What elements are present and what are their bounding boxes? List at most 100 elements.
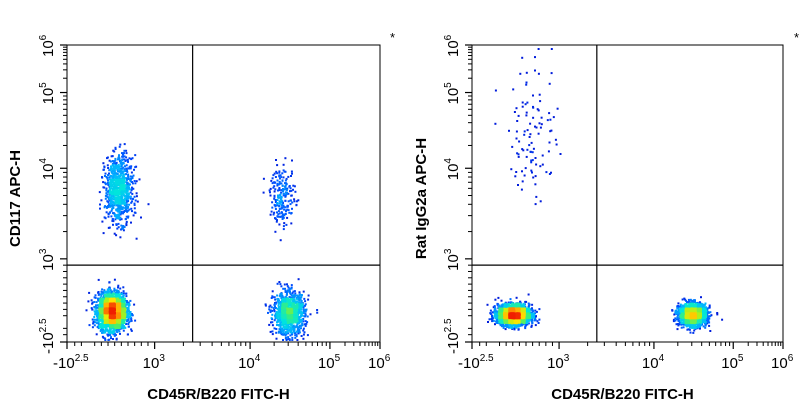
event-dot <box>127 183 130 186</box>
event-dot <box>125 208 128 211</box>
event-dot <box>125 203 128 206</box>
event-dot <box>104 328 107 331</box>
event-dot <box>91 302 94 305</box>
event-dot <box>281 184 284 187</box>
event-dot <box>289 301 292 304</box>
event-dot <box>295 333 298 336</box>
event-dot <box>271 333 274 336</box>
event-dot <box>118 209 121 211</box>
event-dot <box>274 176 277 178</box>
event-dot <box>115 198 117 201</box>
event-dot <box>274 307 277 309</box>
event-dot <box>292 188 294 191</box>
event-dot <box>96 315 99 317</box>
event-dot <box>119 143 122 146</box>
event-dot <box>117 302 120 305</box>
event-dot <box>116 173 119 175</box>
event-dot <box>114 218 117 221</box>
event-dot <box>116 315 119 318</box>
event-dot <box>117 178 120 181</box>
event-dot <box>97 312 100 315</box>
event-dot <box>122 152 125 155</box>
event-dot <box>127 160 129 163</box>
event-dot <box>110 185 112 188</box>
event-dot <box>112 302 114 305</box>
event-dot <box>109 334 112 336</box>
event-dot <box>293 329 295 332</box>
event-dot <box>293 198 296 201</box>
event-dot <box>287 304 290 307</box>
event-dot <box>269 194 272 197</box>
event-dot <box>103 301 106 304</box>
event-dot <box>124 191 127 193</box>
event-dot <box>301 314 304 317</box>
event-dot <box>282 190 284 193</box>
event-dot <box>307 298 310 301</box>
event-dot <box>287 200 290 203</box>
event-dot <box>95 309 98 312</box>
event-dot <box>105 300 108 303</box>
event-dot <box>100 294 103 297</box>
event-dot <box>113 300 116 303</box>
event-dot <box>131 186 133 189</box>
event-dot <box>111 183 114 186</box>
event-dot <box>291 292 294 294</box>
event-dot <box>123 158 125 161</box>
event-dot <box>274 305 276 308</box>
event-dot <box>104 172 107 175</box>
event-dot <box>116 197 119 200</box>
event-dot <box>94 313 97 316</box>
event-dot <box>110 336 112 339</box>
event-dot <box>106 299 109 302</box>
event-dot <box>279 194 282 196</box>
event-dot <box>125 201 128 204</box>
event-dot <box>115 309 118 312</box>
event-dot <box>112 329 115 332</box>
event-dot <box>104 339 107 341</box>
event-dot <box>282 202 284 204</box>
event-dot <box>304 324 307 327</box>
event-dot <box>94 321 97 324</box>
event-dot <box>106 164 109 167</box>
event-dot <box>294 326 297 329</box>
event-dot <box>123 195 126 198</box>
event-dot <box>270 309 273 312</box>
event-dot <box>104 205 107 208</box>
event-dot <box>123 306 125 309</box>
event-dot <box>292 315 295 318</box>
event-dot <box>281 204 283 207</box>
event-dot <box>107 322 110 325</box>
event-dot <box>117 177 120 180</box>
event-dot <box>277 318 280 321</box>
event-dot <box>106 311 109 314</box>
event-dot <box>118 316 121 319</box>
event-dot <box>298 291 301 294</box>
event-dot <box>118 299 121 302</box>
event-dot <box>269 191 271 194</box>
event-dot <box>133 180 136 182</box>
event-dot <box>112 333 115 336</box>
event-dot <box>119 181 122 184</box>
event-dot <box>122 155 125 158</box>
event-dot <box>278 215 281 218</box>
event-dot <box>112 223 114 226</box>
event-dot <box>103 181 106 184</box>
event-dot <box>107 331 110 334</box>
event-dot <box>127 193 130 196</box>
event-dot <box>123 185 126 188</box>
event-dot <box>300 294 303 296</box>
event-dot <box>306 334 309 337</box>
event-dot <box>117 289 120 292</box>
event-dot <box>294 309 297 312</box>
event-dot <box>105 187 108 190</box>
event-dot <box>115 182 118 185</box>
event-dot <box>282 225 285 228</box>
event-dot <box>287 332 290 335</box>
event-dot <box>293 303 296 306</box>
event-dot <box>121 227 124 230</box>
event-dot <box>271 177 274 180</box>
event-dot <box>128 203 131 206</box>
event-dot <box>107 290 110 293</box>
event-dot <box>278 294 281 297</box>
event-dot <box>126 303 129 306</box>
